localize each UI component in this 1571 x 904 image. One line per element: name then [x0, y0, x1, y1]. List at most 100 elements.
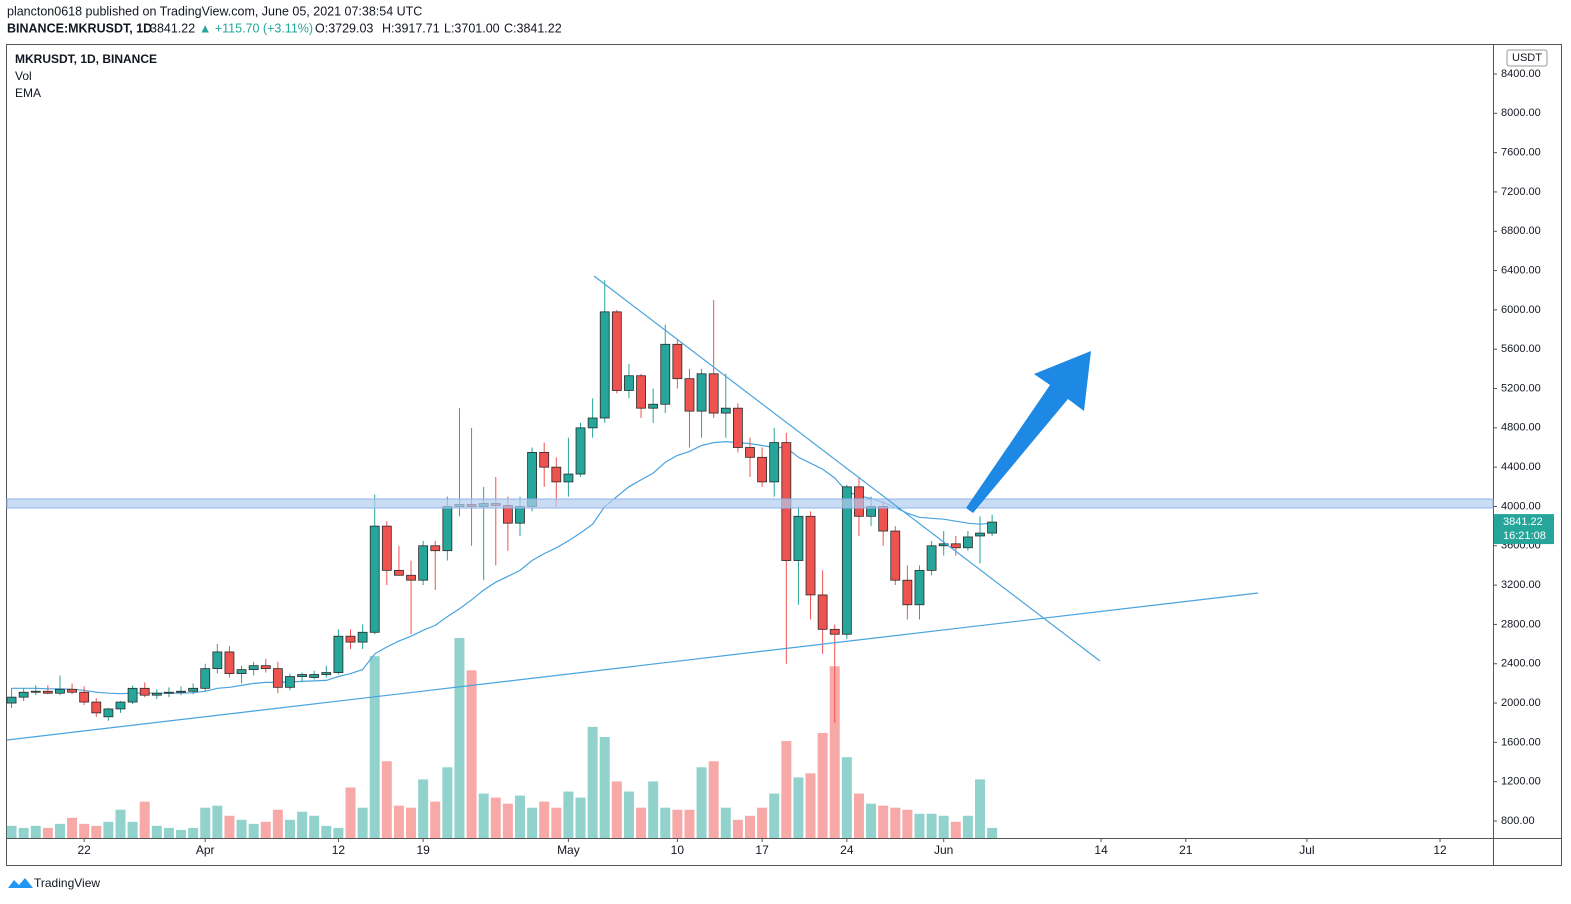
candle-body [406, 574, 416, 581]
volume-bar [139, 801, 150, 838]
x-tick-label: 17 [755, 843, 769, 857]
candle-body [321, 672, 332, 675]
volume-bar [745, 815, 755, 838]
x-tick-label: 19 [416, 843, 430, 857]
symbol: BINANCE:MKRUSDT, 1D [7, 21, 152, 35]
volume-bar [115, 809, 126, 838]
up-trendline [6, 592, 1259, 741]
volume-bar [248, 823, 259, 838]
legend-ema: EMA [15, 86, 41, 100]
candle-body [430, 545, 441, 552]
logo-icon [8, 878, 33, 888]
y-tick-label: 1200.00 [1501, 776, 1541, 788]
candle-body [587, 417, 598, 429]
candle-body [285, 676, 295, 688]
candle-body [950, 543, 961, 549]
candle-body [757, 456, 768, 483]
volume-bar [587, 726, 598, 838]
volume-bar [720, 807, 731, 838]
candle-body [805, 515, 816, 596]
x-tick-label: Apr [196, 843, 215, 857]
volume-bar [54, 823, 65, 838]
volume-bar [732, 819, 743, 838]
arrow [966, 351, 1091, 513]
candle-body [357, 631, 368, 643]
x-tick-label: 12 [1433, 843, 1447, 857]
candle-body [660, 343, 671, 405]
volume-bar [938, 815, 949, 838]
ohlc-close: C:3841.22 [504, 21, 562, 35]
volume-bar [962, 815, 973, 838]
candle-body [42, 690, 53, 694]
candle-body [115, 701, 126, 710]
volume-bar [393, 805, 404, 838]
countdown-label: 16:21:08 [1503, 530, 1546, 542]
y-tick-label: 6000.00 [1501, 304, 1541, 316]
volume-bar [272, 809, 283, 838]
published-line: plancton0618 published on TradingView.co… [7, 4, 422, 18]
x-tick-label: 12 [332, 843, 346, 857]
ema-line [11, 440, 993, 695]
volume-bar [297, 811, 308, 838]
candle-body [539, 452, 550, 468]
candle-body [963, 536, 973, 549]
volume-bar [853, 793, 864, 838]
volume-bar [30, 825, 41, 838]
volume-bar [890, 807, 901, 838]
candle-body [6, 696, 17, 704]
volume-bar [369, 656, 380, 838]
x-tick-label: 10 [671, 843, 685, 857]
currency: USDT [1512, 52, 1542, 64]
candle-body [297, 674, 307, 677]
volume-bar [430, 801, 441, 838]
candle-body [563, 473, 574, 483]
candle-body [599, 311, 610, 419]
volume-bar [757, 807, 768, 838]
candle-body [696, 373, 707, 412]
y-tick-label: 1600.00 [1501, 736, 1541, 748]
candle-body [188, 687, 199, 692]
candle-body [926, 545, 937, 571]
y-tick-label: 8400.00 [1501, 68, 1541, 80]
volume-bar [975, 779, 986, 838]
y-tick-label: 6800.00 [1501, 225, 1541, 237]
candle-body [18, 691, 29, 698]
y-tick-label: 5600.00 [1501, 343, 1541, 355]
candle-body [236, 669, 247, 674]
volume-bar [914, 813, 925, 838]
candle-body [418, 545, 429, 581]
down-trendline [593, 275, 1101, 662]
volume-bar [841, 757, 852, 838]
candle-body [575, 427, 586, 475]
candle-body [103, 708, 114, 718]
volume-bar [357, 807, 368, 838]
volume-bar [599, 736, 610, 838]
volume-bar [418, 779, 429, 838]
candle-body [551, 466, 562, 483]
candle-body [769, 442, 780, 483]
frame [6, 44, 1562, 866]
volume-bar [406, 807, 417, 838]
volume-bar [672, 809, 683, 838]
candle-body [345, 635, 356, 643]
candle-body [708, 373, 719, 414]
volume-bar [284, 819, 295, 838]
candle-body [212, 651, 223, 670]
legend-vol: Vol [15, 69, 32, 83]
volume-bar [309, 815, 320, 838]
candle-body [164, 691, 174, 694]
volume-bar [345, 787, 356, 838]
volume-bar [103, 821, 114, 838]
volume-bar [466, 670, 477, 838]
candle-body [91, 701, 102, 714]
last-price-tag [1494, 514, 1554, 545]
volume-bar [623, 791, 634, 838]
candle-body [720, 407, 731, 414]
candle-body [987, 521, 998, 534]
volume-bar [442, 767, 453, 838]
volume-bar [514, 795, 525, 838]
change: ▲ +115.70 (+3.11%) [199, 21, 313, 35]
candle-body [200, 668, 211, 689]
volume-bar [490, 797, 501, 838]
